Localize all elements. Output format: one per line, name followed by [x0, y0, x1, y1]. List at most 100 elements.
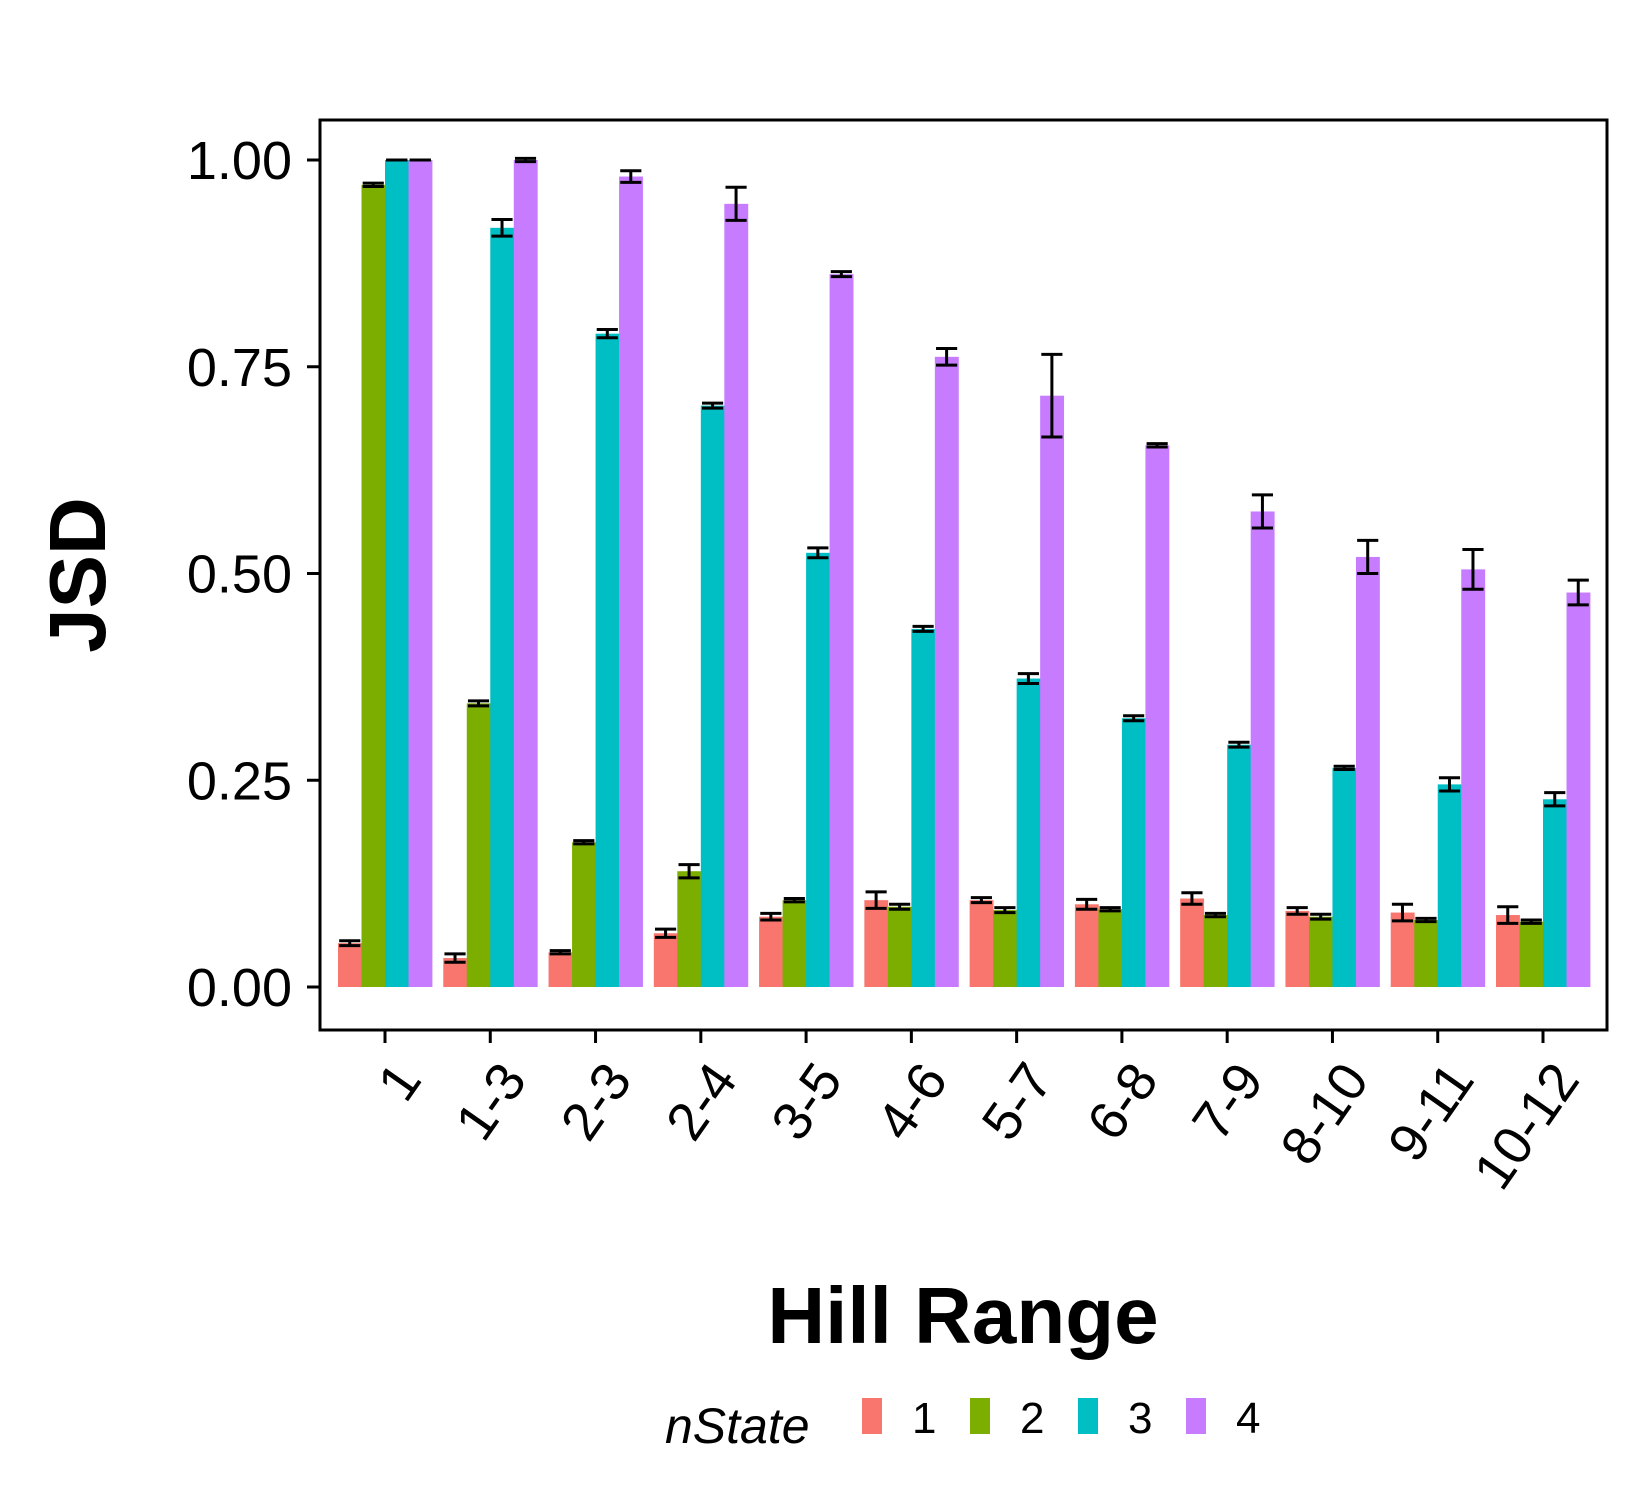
bar-series-4-8-10 [1355, 556, 1380, 987]
bar-series-4-4-6 [934, 356, 959, 988]
bar-series-3-1-3 [490, 227, 515, 987]
error-bar-series-4-2-4 [725, 185, 747, 222]
error-bar-series-2-2-4 [678, 863, 700, 880]
bar-series-4-1-3 [513, 160, 538, 987]
bar-series-1-1-3 [443, 958, 468, 987]
error-bar-series-4-5-7 [1041, 352, 1063, 439]
bar-series-4-10-12 [1566, 592, 1591, 987]
error-bar-series-3-5-7 [1017, 672, 1039, 685]
y-tick-label: 0.50 [187, 545, 292, 605]
errorbars-layer [339, 156, 1589, 964]
error-bar-series-2-1-3 [467, 699, 490, 708]
error-bar-series-1-10-12 [1497, 905, 1519, 925]
bar-series-1-3-5 [759, 916, 783, 987]
error-bar-series-4-3-5 [830, 270, 852, 279]
error-bar-series-3-4-6 [912, 624, 934, 633]
error-bar-series-3-9-11 [1438, 776, 1461, 793]
legend-key-label: 3 [1128, 1394, 1152, 1443]
bar-series-3-10-12 [1543, 799, 1567, 987]
bar-series-3-5-7 [1016, 678, 1041, 987]
error-bar-series-1-5-7 [970, 896, 992, 905]
error-bar-series-3-7-9 [1228, 740, 1250, 749]
legend-key-label: 2 [1020, 1394, 1044, 1443]
error-bar-series-4-2-3 [620, 169, 642, 184]
legend-key-swatch [1186, 1398, 1206, 1434]
error-bar-series-2-10-12 [1520, 918, 1542, 925]
error-bar-series-1-8-10 [1286, 906, 1308, 916]
error-bar-series-2-4-6 [889, 902, 911, 911]
x-tick-label: 9-11 [1377, 1052, 1486, 1172]
error-bar-series-4-4-6 [936, 347, 958, 367]
error-bar-series-2-7-9 [1204, 911, 1227, 919]
bar-series-4-2-4 [724, 203, 749, 987]
legend-key-swatch [970, 1398, 990, 1434]
bar-series-1-8-10 [1285, 910, 1310, 987]
y-tick-label: 0.00 [187, 958, 292, 1018]
x-tick-label: 5-7 [971, 1052, 1065, 1150]
error-bar-series-4-6-8 [1146, 442, 1168, 449]
bar-series-1-9-11 [1390, 912, 1415, 987]
bar-series-3-2-3 [595, 333, 620, 987]
error-bar-series-1-4-6 [865, 890, 887, 910]
error-bar-series-2-6-8 [1099, 906, 1121, 913]
legend-item-1: 1 [862, 1394, 936, 1443]
bar-series-2-10-12 [1519, 921, 1544, 987]
bar-series-4-6-8 [1145, 445, 1170, 987]
error-bar-series-1-2-4 [654, 927, 677, 939]
error-bar-series-3-2-3 [596, 328, 618, 340]
x-tick-label: 6-8 [1076, 1052, 1170, 1150]
error-bar-series-2-5-7 [994, 906, 1016, 915]
x-tick-label: 2-3 [549, 1052, 643, 1150]
bar-series-4-3-5 [829, 274, 854, 987]
bar-series-2-7-9 [1203, 915, 1228, 987]
error-bar-series-2-8-10 [1310, 912, 1332, 921]
error-bar-series-3-3-5 [807, 546, 829, 560]
bar-series-3-1 [385, 160, 409, 987]
x-tick-label: 10-12 [1462, 1052, 1590, 1200]
error-bar-series-4-10-12 [1567, 578, 1589, 607]
error-bar-series-4-7-9 [1251, 493, 1274, 530]
bar-series-3-2-4 [700, 405, 725, 987]
bar-series-3-8-10 [1332, 767, 1357, 987]
error-bar-series-4-1-3 [514, 156, 537, 164]
error-bar-series-2-9-11 [1415, 916, 1437, 924]
error-bar-series-3-2-4 [701, 401, 724, 410]
error-bar-series-2-1 [362, 181, 384, 188]
bar-series-2-4-6 [887, 906, 912, 987]
bar-series-3-9-11 [1437, 784, 1462, 987]
bar-series-1-4-6 [864, 900, 889, 987]
bar-series-1-6-8 [1074, 904, 1099, 987]
x-axis-title: Hill Range [767, 1271, 1158, 1360]
y-axis-title: JSD [33, 497, 122, 653]
legend-item-2: 2 [970, 1394, 1044, 1443]
error-bar-series-3-6-8 [1123, 714, 1145, 723]
bar-series-1-2-3 [548, 952, 573, 987]
bar-series-4-7-9 [1250, 511, 1275, 987]
bar-series-2-2-4 [677, 871, 702, 987]
bar-series-3-3-5 [806, 552, 830, 987]
error-bar-series-1-1-3 [444, 952, 466, 964]
bar-series-3-7-9 [1227, 744, 1252, 987]
bar-series-3-4-6 [911, 628, 936, 987]
error-bar-series-3-8-10 [1333, 764, 1355, 771]
x-tick-label: 1 [366, 1052, 432, 1111]
error-bar-series-4-8-10 [1357, 538, 1379, 575]
legend-title: nState [665, 1398, 810, 1454]
legend: nState 1 2 3 4 [665, 1394, 1260, 1454]
legend-key-label: 1 [912, 1394, 936, 1443]
error-bar-series-3-1-3 [491, 218, 513, 238]
legend-item-3: 3 [1078, 1394, 1152, 1443]
bar-series-2-8-10 [1308, 916, 1333, 987]
bar-series-1-7-9 [1180, 898, 1205, 987]
bar-series-2-3-5 [782, 900, 807, 987]
bars-layer [338, 160, 1591, 988]
x-tick-label: 1-3 [444, 1052, 538, 1150]
bar-series-2-2-3 [572, 842, 596, 987]
bar-series-4-9-11 [1461, 569, 1486, 987]
y-tick-label: 0.25 [187, 751, 292, 811]
x-tick-label: 8-10 [1269, 1052, 1380, 1175]
error-bar-series-1-2-3 [549, 949, 571, 956]
error-bar-series-1-7-9 [1181, 891, 1203, 906]
x-tick-label: 2-4 [655, 1052, 749, 1150]
